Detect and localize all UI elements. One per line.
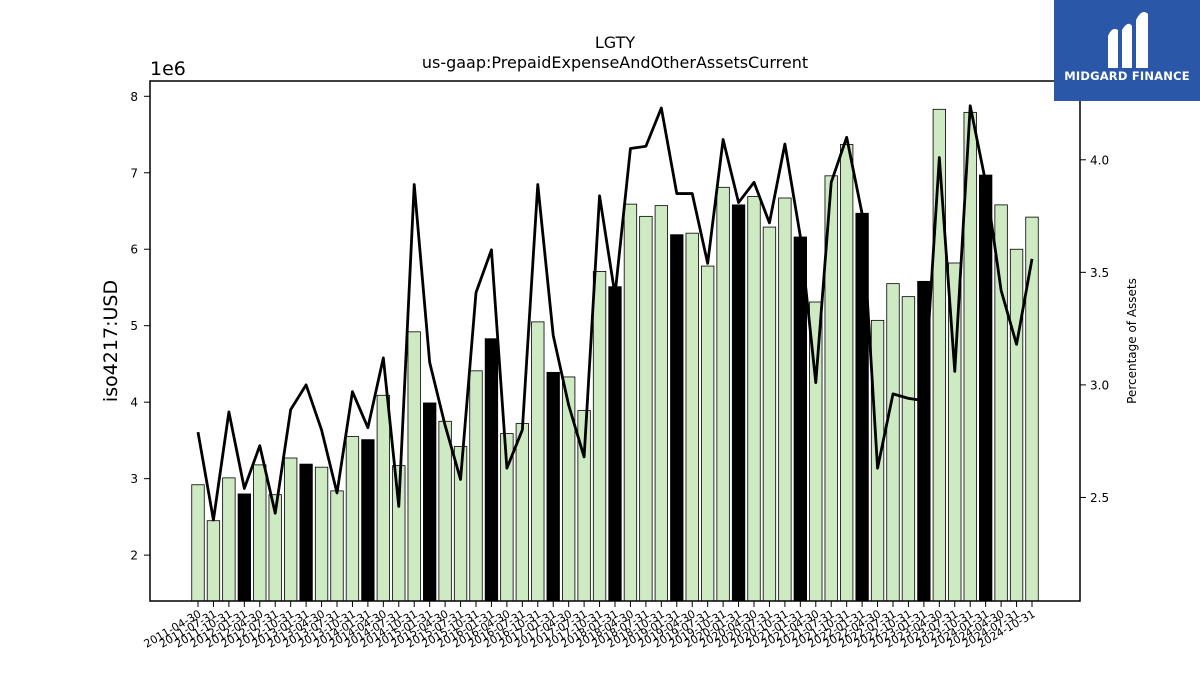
chart-title: LGTY: [595, 33, 636, 52]
y2-axis: 2.5 3.0 3.5 4.0: [1080, 153, 1109, 505]
bar-2016-07-31: [515, 423, 529, 602]
bar-2012-04-30: [253, 464, 267, 602]
bar-2024-10-31: [1025, 216, 1039, 602]
bar-2019-01-31: [670, 234, 684, 602]
bar-series: [191, 108, 1039, 602]
bar-2011-10-31: [222, 477, 236, 602]
chart-subtitle: us-gaap:PrepaidExpenseAndOtherAssetsCurr…: [422, 53, 808, 72]
y-tick-label: 3: [130, 472, 138, 486]
bar-2014-10-31: [407, 331, 421, 602]
bar-2020-01-31: [731, 204, 746, 602]
bar-2014-04-30: [376, 394, 390, 602]
brand-name: MIDGARD FINANCE: [1064, 69, 1190, 83]
y-axis: 2 3 4 5 6 7 8: [130, 90, 150, 563]
bar-2018-04-30: [623, 203, 638, 602]
y-tick-label: 7: [130, 166, 138, 180]
bar-2018-01-31: [608, 286, 622, 602]
y2-tick-label: 3.5: [1090, 266, 1109, 280]
y-axis-label: iso4217:USD: [100, 280, 122, 402]
bar-2016-10-31: [531, 321, 545, 602]
bar-2017-04-30: [562, 376, 576, 602]
bar-2015-01-31: [423, 402, 437, 602]
bar-2012-01-31: [237, 493, 251, 602]
bar-2018-07-31: [639, 215, 653, 602]
x-axis: 2011-04-302011-07-312011-10-312012-01-31…: [142, 601, 1038, 651]
bar-2013-10-31: [345, 436, 360, 602]
bar-2018-10-31: [654, 205, 668, 602]
bar-2023-04-30: [932, 108, 946, 602]
y-tick-label: 8: [130, 90, 138, 104]
y-tick-label: 2: [130, 549, 138, 563]
y2-axis-label: Percentage of Assets: [1125, 278, 1139, 404]
bar-2021-10-31: [840, 144, 854, 602]
bar-2014-01-31: [361, 439, 375, 602]
bar-2019-07-31: [701, 265, 715, 602]
y2-tick-label: 4.0: [1090, 153, 1109, 167]
brand-logo: MIDGARD FINANCE: [1054, 0, 1200, 101]
bar-2020-04-30: [747, 196, 761, 602]
bar-2015-10-31: [469, 370, 483, 602]
bar-2013-01-31: [299, 463, 313, 602]
bar-2011-04-30: [191, 484, 205, 602]
y-offset-label: 1e6: [150, 58, 186, 80]
bar-2024-01-31: [979, 174, 993, 602]
y-tick-label: 6: [130, 243, 138, 257]
bar-2020-07-31: [762, 226, 777, 602]
bar-2012-10-31: [284, 457, 298, 602]
bar-2021-01-31: [793, 236, 807, 602]
bar-2016-01-31: [484, 338, 499, 602]
bar-2024-07-31: [1009, 248, 1024, 602]
bar-2013-07-31: [330, 490, 344, 602]
y-tick-label: 4: [130, 396, 138, 410]
bar-2019-04-30: [685, 232, 699, 602]
bar-2017-01-31: [546, 371, 560, 602]
plot-frame: [149, 80, 1081, 602]
bar-2019-10-31: [716, 186, 730, 602]
bar-2015-04-30: [438, 420, 452, 602]
percentage-line-series: [196, 104, 1034, 522]
y-tick-label: 5: [130, 319, 138, 333]
percentage-line: [196, 104, 1034, 522]
bar-2022-10-31: [901, 296, 916, 602]
bar-2020-10-31: [778, 197, 792, 602]
y2-tick-label: 3.0: [1090, 378, 1109, 392]
bar-2011-07-31: [206, 520, 221, 602]
bar-2017-10-31: [592, 271, 607, 602]
midgard-logo-icon: [1108, 12, 1148, 68]
bar-2013-04-30: [314, 466, 329, 602]
bar-2022-07-31: [886, 283, 900, 602]
y2-tick-label: 2.5: [1090, 491, 1109, 505]
